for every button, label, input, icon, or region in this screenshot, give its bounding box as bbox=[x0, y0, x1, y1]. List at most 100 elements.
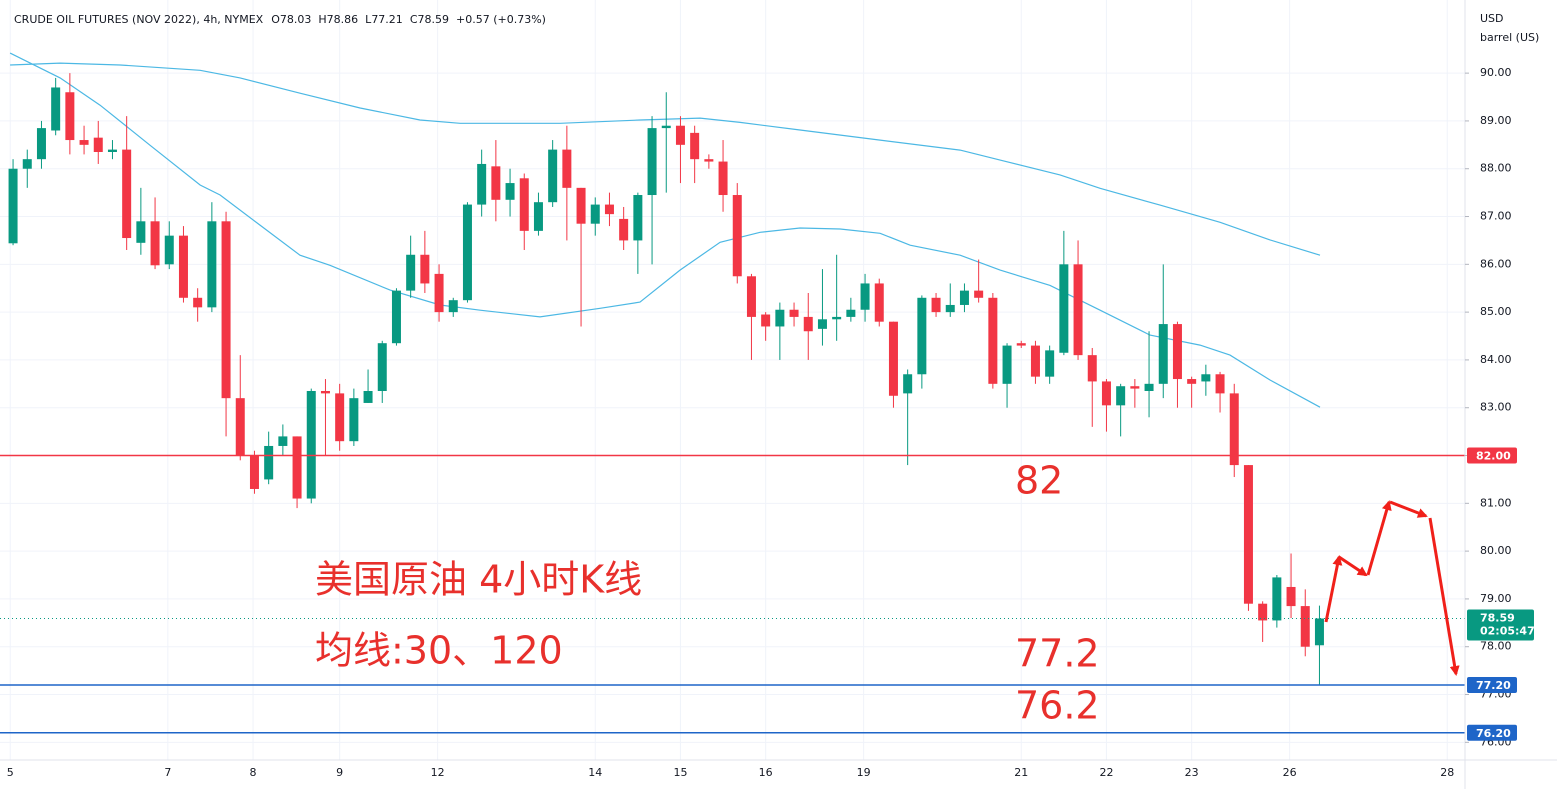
candle-body bbox=[789, 309, 799, 317]
candle-body bbox=[8, 168, 18, 244]
candle-body bbox=[732, 195, 742, 277]
candle-body bbox=[803, 316, 813, 332]
candle-body bbox=[150, 221, 160, 266]
annotation: 77.2 bbox=[1015, 632, 1100, 676]
candle-body bbox=[164, 235, 174, 265]
annotation: 美国原油 4小时K线 bbox=[315, 558, 642, 602]
candle-body bbox=[235, 398, 245, 456]
candle-body bbox=[1045, 350, 1055, 377]
y-tick-label: 80.00 bbox=[1480, 544, 1512, 557]
candle-body bbox=[1116, 386, 1126, 406]
candle-body bbox=[832, 316, 842, 320]
price-label: 77.20 bbox=[1476, 679, 1511, 692]
y-tick-label: 78.00 bbox=[1480, 640, 1512, 653]
candle-body bbox=[1030, 345, 1040, 377]
candle-body bbox=[207, 221, 217, 308]
candle-body bbox=[775, 309, 785, 327]
candle-body bbox=[1087, 355, 1097, 382]
candle-body bbox=[51, 87, 61, 131]
candle-body bbox=[761, 314, 771, 327]
x-tick-label: 8 bbox=[250, 766, 257, 779]
candle-body bbox=[647, 128, 657, 196]
candle-body bbox=[1272, 577, 1282, 621]
candle-body bbox=[718, 161, 728, 196]
candle-body bbox=[590, 204, 600, 224]
candle-body bbox=[1144, 383, 1154, 391]
candle-body bbox=[1300, 606, 1310, 647]
candle-body bbox=[1215, 374, 1225, 394]
candle-body bbox=[931, 297, 941, 313]
candle-body bbox=[136, 221, 146, 243]
plot-area bbox=[0, 52, 1465, 734]
y-tick-label: 84.00 bbox=[1480, 353, 1512, 366]
x-tick-label: 9 bbox=[336, 766, 343, 779]
candle-body bbox=[1229, 393, 1239, 466]
x-tick-label: 15 bbox=[673, 766, 687, 779]
candle-body bbox=[1314, 618, 1324, 646]
countdown: 02:05:47 bbox=[1480, 625, 1535, 638]
x-tick-label: 26 bbox=[1283, 766, 1297, 779]
candle-body bbox=[462, 204, 472, 301]
forecast-arrows bbox=[1324, 500, 1460, 676]
price-label-box bbox=[1467, 447, 1517, 464]
moving-average bbox=[9, 52, 1321, 408]
candle-body bbox=[1286, 586, 1296, 607]
candle-body bbox=[576, 187, 586, 224]
last-price-box bbox=[1467, 609, 1534, 641]
candle-body bbox=[1101, 381, 1111, 406]
candle-body bbox=[1258, 603, 1268, 621]
candle-body bbox=[193, 297, 203, 308]
candle-body bbox=[619, 218, 629, 241]
currency: USD bbox=[1480, 12, 1504, 25]
candle-body bbox=[1201, 374, 1211, 382]
x-tick-label: 16 bbox=[759, 766, 773, 779]
candle-body bbox=[690, 132, 700, 160]
candle-body bbox=[477, 163, 487, 205]
candle-body bbox=[562, 149, 572, 188]
candle-body bbox=[817, 319, 827, 329]
candle-body bbox=[860, 283, 870, 310]
arrow bbox=[1389, 500, 1428, 518]
candle-body bbox=[874, 283, 884, 322]
candle-body bbox=[363, 390, 373, 403]
candle-body bbox=[959, 290, 969, 305]
unit: barrel (US) bbox=[1480, 31, 1539, 44]
candle-body bbox=[448, 300, 458, 313]
candle-body bbox=[306, 390, 316, 499]
legend-value: 78.03 bbox=[280, 13, 312, 26]
price-label-box bbox=[1467, 724, 1517, 741]
candle-body bbox=[249, 455, 259, 489]
x-tick-label: 21 bbox=[1014, 766, 1028, 779]
candle-body bbox=[93, 137, 103, 152]
candle-body bbox=[888, 321, 898, 396]
candle-body bbox=[264, 445, 274, 480]
y-tick-label: 89.00 bbox=[1480, 114, 1512, 127]
candle-body bbox=[107, 149, 117, 152]
candle-body bbox=[675, 125, 685, 145]
annotation: 均线:30、120 bbox=[315, 629, 563, 673]
y-tick-label: 85.00 bbox=[1480, 305, 1512, 318]
candle-body bbox=[519, 178, 529, 231]
candle-body bbox=[903, 374, 913, 394]
x-tick-label: 12 bbox=[431, 766, 445, 779]
y-tick-label: 79.00 bbox=[1480, 592, 1512, 605]
candle-body bbox=[36, 128, 46, 160]
candle-body bbox=[633, 195, 643, 241]
price-label: 82.00 bbox=[1476, 450, 1511, 463]
legend-value: 78.86 bbox=[327, 13, 359, 26]
annotation: 76.2 bbox=[1015, 684, 1100, 728]
candle-body bbox=[178, 235, 188, 298]
legend-key: L bbox=[365, 13, 372, 26]
arrow bbox=[1338, 555, 1368, 577]
candle-body bbox=[1016, 343, 1026, 346]
candle-body bbox=[1073, 264, 1083, 356]
candle-body bbox=[278, 436, 288, 446]
header: CRUDE OIL FUTURES (NOV 2022), 4h, NYMEX … bbox=[14, 13, 546, 26]
candle-body bbox=[349, 398, 359, 442]
candle-body bbox=[746, 276, 756, 317]
candle-body bbox=[79, 140, 89, 145]
candle-body bbox=[846, 309, 856, 317]
y-tick-label: 86.00 bbox=[1480, 257, 1512, 270]
